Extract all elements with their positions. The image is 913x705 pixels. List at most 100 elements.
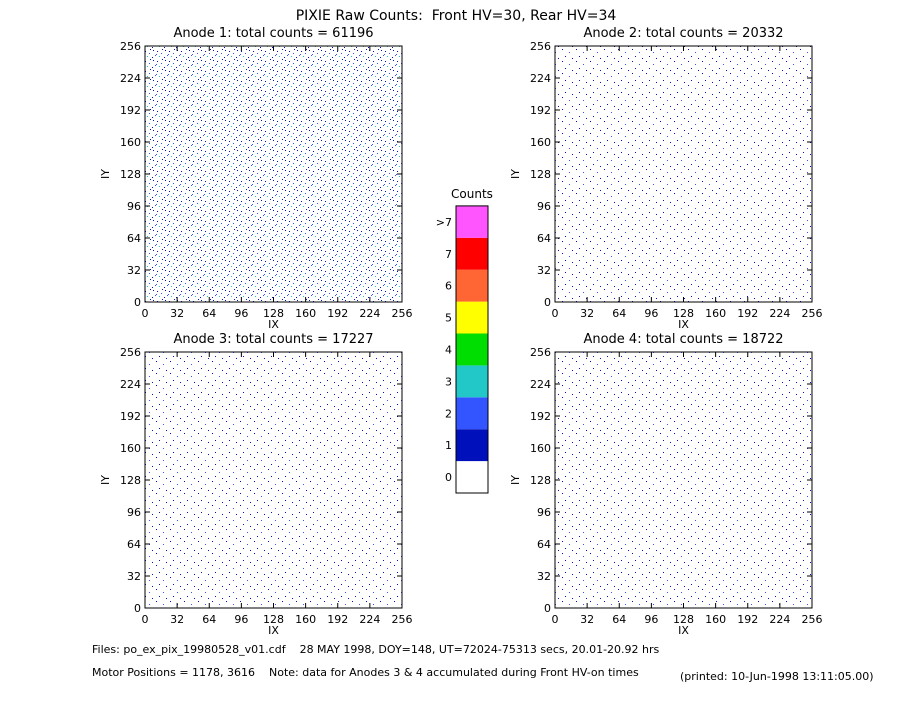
x-tick-label: 224 <box>769 307 790 320</box>
x-tick-label: 160 <box>705 307 726 320</box>
y-tick-label: 128 <box>120 168 141 181</box>
x-tick-label: 128 <box>673 613 694 626</box>
x-tick-label: 192 <box>737 307 758 320</box>
x-tick-label: 64 <box>612 613 626 626</box>
x-tick-label: 192 <box>737 613 758 626</box>
colorbar-swatch <box>456 429 488 462</box>
x-tick-label: 96 <box>644 613 658 626</box>
y-tick-label: 224 <box>120 72 141 85</box>
y-tick-label: 160 <box>530 442 551 455</box>
x-tick-label: 224 <box>769 613 790 626</box>
x-tick-label: 32 <box>580 613 594 626</box>
y-tick-label: 32 <box>537 264 551 277</box>
y-tick-label: 0 <box>134 296 141 309</box>
x-tick-label: 256 <box>802 613 823 626</box>
y-tick-label: 128 <box>530 474 551 487</box>
colorbar-label: 0 <box>445 471 452 484</box>
colorbar-label: >7 <box>436 216 452 229</box>
y-tick-label: 224 <box>530 378 551 391</box>
colorbar-swatch <box>456 365 488 398</box>
colorbar-label: 1 <box>445 439 452 452</box>
panel-title: Anode 1: total counts = 61196 <box>173 26 373 41</box>
colorbar-swatch <box>456 333 488 366</box>
y-tick-label: 32 <box>537 570 551 583</box>
y-tick-label: 192 <box>530 104 551 117</box>
footer-motor: Motor Positions = 1178, 3616 Note: data … <box>92 666 639 679</box>
x-tick-label: 192 <box>327 307 348 320</box>
y-tick-label: 128 <box>530 168 551 181</box>
texture <box>555 46 812 302</box>
y-tick-label: 96 <box>127 506 141 519</box>
y-tick-label: 224 <box>530 72 551 85</box>
y-tick-label: 96 <box>537 506 551 519</box>
x-tick-label: 64 <box>202 307 216 320</box>
y-tick-label: 0 <box>544 296 551 309</box>
x-tick-label: 224 <box>359 613 380 626</box>
texture <box>145 352 402 608</box>
y-tick-label: 0 <box>544 602 551 615</box>
y-tick-label: 192 <box>120 104 141 117</box>
y-tick-label: 160 <box>120 442 141 455</box>
x-tick-label: 64 <box>202 613 216 626</box>
colorbar-label: 2 <box>445 407 452 420</box>
x-tick-label: 32 <box>580 307 594 320</box>
y-tick-label: 224 <box>120 378 141 391</box>
colorbar: Counts 0 1 2 3 4 5 6 7 >7 <box>436 187 493 494</box>
x-tick-label: 32 <box>170 613 184 626</box>
x-tick-label: 96 <box>644 307 658 320</box>
colorbar-swatch <box>456 301 488 334</box>
texture <box>555 352 812 608</box>
x-tick-label: 224 <box>359 307 380 320</box>
x-axis-label: IX <box>678 318 689 331</box>
x-axis-label: IX <box>678 624 689 637</box>
footer-files: Files: po_ex_pix_19980528_v01.cdf 28 MAY… <box>92 643 660 656</box>
x-tick-label: 32 <box>170 307 184 320</box>
y-axis-label: IY <box>509 169 522 179</box>
panel-title: Anode 4: total counts = 18722 <box>583 332 783 347</box>
y-tick-label: 32 <box>127 570 141 583</box>
x-tick-label: 96 <box>234 613 248 626</box>
x-tick-label: 128 <box>673 307 694 320</box>
x-tick-label: 0 <box>142 307 149 320</box>
y-tick-label: 96 <box>127 200 141 213</box>
x-tick-label: 160 <box>705 613 726 626</box>
y-tick-label: 256 <box>120 346 141 359</box>
x-axis-label: IX <box>268 624 279 637</box>
x-tick-label: 128 <box>263 307 284 320</box>
colorbar-swatch <box>456 205 488 238</box>
y-tick-label: 256 <box>120 40 141 53</box>
x-tick-label: 160 <box>295 307 316 320</box>
x-tick-label: 256 <box>802 307 823 320</box>
y-tick-label: 64 <box>537 538 551 551</box>
colorbar-label: 3 <box>445 375 452 388</box>
colorbar-frame <box>455 205 489 494</box>
x-tick-label: 96 <box>234 307 248 320</box>
y-tick-label: 64 <box>127 538 141 551</box>
x-tick-label: 256 <box>392 307 413 320</box>
y-tick-label: 160 <box>530 136 551 149</box>
y-tick-label: 128 <box>120 474 141 487</box>
x-tick-label: 160 <box>295 613 316 626</box>
y-tick-label: 256 <box>530 346 551 359</box>
x-tick-label: 256 <box>392 613 413 626</box>
y-tick-label: 160 <box>120 136 141 149</box>
x-tick-label: 0 <box>552 613 559 626</box>
colorbar-swatch <box>456 397 488 430</box>
x-tick-label: 0 <box>142 613 149 626</box>
y-tick-label: 96 <box>537 200 551 213</box>
y-tick-label: 64 <box>537 232 551 245</box>
y-tick-label: 192 <box>530 410 551 423</box>
y-tick-label: 32 <box>127 264 141 277</box>
colorbar-label: 5 <box>445 312 452 325</box>
y-tick-label: 0 <box>134 602 141 615</box>
x-tick-label: 0 <box>552 307 559 320</box>
colorbar-swatch <box>456 237 488 270</box>
x-axis-label: IX <box>268 318 279 331</box>
colorbar-label: 4 <box>445 343 452 356</box>
x-tick-label: 192 <box>327 613 348 626</box>
colorbar-swatch <box>456 269 488 302</box>
y-axis-label: IY <box>99 475 112 485</box>
x-tick-label: 128 <box>263 613 284 626</box>
